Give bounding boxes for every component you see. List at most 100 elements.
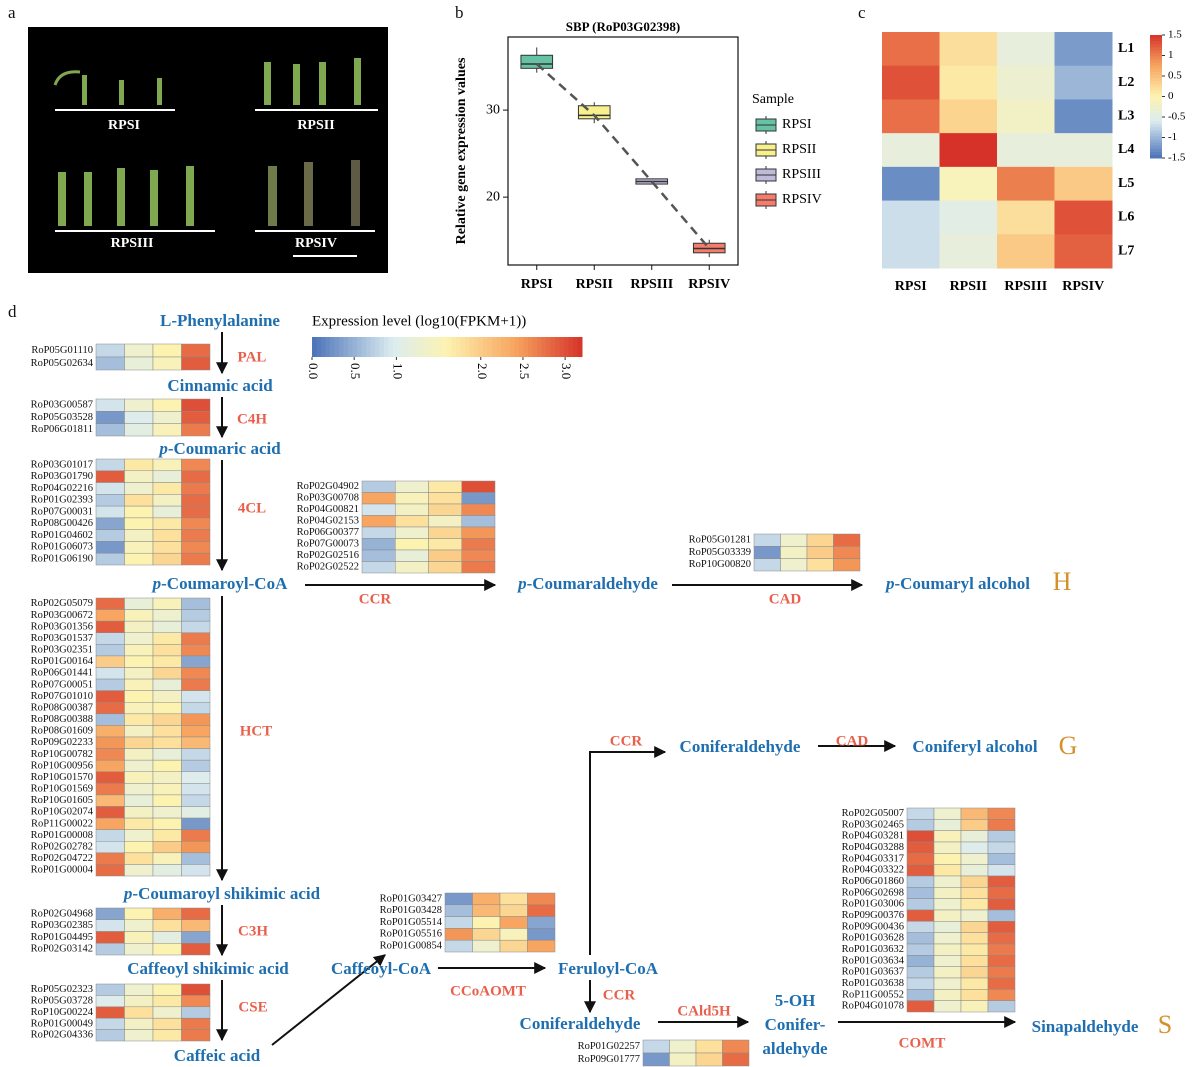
heatmap-cell [906, 966, 935, 979]
colorbar-title: Expression level (log10(FPKM+1)) [312, 313, 526, 329]
heatmap-cell [997, 200, 1055, 235]
heatmap-cell [753, 546, 781, 559]
heatmap-cell [152, 983, 182, 996]
heatmap-cell [933, 921, 962, 933]
heatmap-cell [152, 541, 182, 554]
enzyme: CCR [359, 591, 392, 607]
heatmap-cell [461, 526, 496, 539]
heatmap-cell [95, 783, 125, 796]
compound: Coniferaldehyde [520, 1014, 641, 1033]
heatmap-cell [906, 807, 935, 820]
heatmap-cell [395, 480, 429, 493]
heatmap-cell [152, 690, 182, 703]
heatmap-cell [181, 494, 211, 507]
heatmap-cell [527, 939, 556, 953]
gene-label: RoP08G00387 [31, 702, 93, 713]
heatmap-cell [933, 875, 962, 888]
colorbar-step [487, 337, 493, 357]
lignin-unit: H [1053, 567, 1072, 596]
heatmap-cell [95, 806, 125, 819]
enzyme: C3H [238, 923, 268, 939]
heatmap-cell [95, 655, 125, 668]
heatmap-cell [181, 482, 211, 495]
heatmap-cell [933, 966, 962, 979]
colorbar-step [415, 337, 421, 357]
heatmap-cell [95, 620, 125, 634]
colorbar-step [546, 337, 551, 357]
colorbar-step [1150, 96, 1162, 101]
heatmap-cell [152, 655, 182, 668]
heatmap-cell [933, 898, 962, 911]
gene-label: RoP10G00820 [689, 559, 751, 570]
heatmap-cell [124, 725, 154, 738]
heatmap-cell [960, 989, 989, 1001]
heatmap-cell [906, 875, 935, 888]
colorbar-step [1150, 38, 1162, 42]
heatmap-cell [472, 892, 501, 906]
gene-label: RoP04G01078 [842, 1001, 904, 1012]
heatmap-cell [181, 748, 211, 761]
panel-label: d [8, 302, 17, 321]
heatmap-cell [181, 852, 211, 865]
gene-label: RoP03G02385 [31, 920, 93, 931]
heatmap-cell [939, 234, 998, 269]
heatmap-cell [124, 995, 154, 1008]
heatmap-cell [960, 943, 989, 956]
heatmap-cell [906, 830, 935, 843]
panel-label: a [8, 3, 16, 22]
heatmap-cell [95, 517, 125, 530]
colorbar-step [541, 337, 547, 357]
heatmap-cell [987, 909, 1016, 922]
row-label: L2 [1118, 75, 1134, 90]
gene-label: RoP02G04722 [31, 853, 93, 864]
gene-label: RoP02G04336 [31, 1030, 93, 1041]
gene-label: RoP04G00821 [297, 504, 359, 515]
heatmap-cell [395, 492, 429, 505]
heatmap-cell [95, 398, 125, 412]
heatmap-cell [95, 841, 125, 854]
heatmap-cell [906, 819, 935, 831]
heatmap-cell [722, 1052, 750, 1067]
row-label: L5 [1118, 176, 1134, 191]
compound: aldehyde [762, 1039, 828, 1058]
heatmap-cell [124, 713, 154, 726]
colorbar-step [1150, 68, 1162, 73]
heatmap-cell [152, 343, 182, 358]
colorbar-step [348, 337, 353, 357]
heatmap-cell [933, 887, 962, 899]
colorbar-step [438, 337, 443, 357]
heatmap-cell [960, 887, 989, 899]
heatmap-cell [181, 597, 211, 610]
heatmap-cell [361, 526, 396, 539]
gene-label: RoP01G03427 [380, 893, 442, 904]
colorbar-step [1150, 90, 1162, 94]
heatmap-cell [152, 620, 182, 634]
x-tick-label: RPSII [576, 277, 613, 292]
heatmap-cell [987, 819, 1016, 831]
colorbar-step [1150, 50, 1162, 54]
colorbar-step [330, 337, 335, 357]
heatmap-cell [806, 533, 834, 547]
heatmap-cell [124, 690, 154, 703]
heatmap-cell [461, 480, 496, 493]
heatmap-cell [960, 830, 989, 843]
colorbar-step [573, 337, 578, 357]
heatmap-cell [95, 907, 125, 920]
heatmap-cell [1054, 133, 1113, 168]
heatmap-cell [95, 690, 125, 703]
colorbar-step [1150, 102, 1162, 107]
heatmap-cell [695, 1039, 723, 1054]
colorbar-step [555, 337, 560, 357]
enzyme: HCT [240, 723, 273, 739]
heatmap-cell [444, 904, 473, 917]
colorbar-label: 2.5 [517, 363, 532, 379]
compound: Coniferyl alcohol [912, 737, 1037, 756]
heatmap-cell [987, 807, 1016, 820]
heatmap-cell [95, 771, 125, 784]
colorbar-label: 0 [1168, 90, 1174, 102]
gene-label: RoP09G00376 [842, 910, 904, 921]
gene-label: RoP01G04602 [31, 530, 93, 541]
heatmap-cell [499, 904, 528, 917]
colorbar-label: -1.5 [1168, 152, 1186, 164]
gene-label: RoP09G01777 [578, 1054, 640, 1065]
